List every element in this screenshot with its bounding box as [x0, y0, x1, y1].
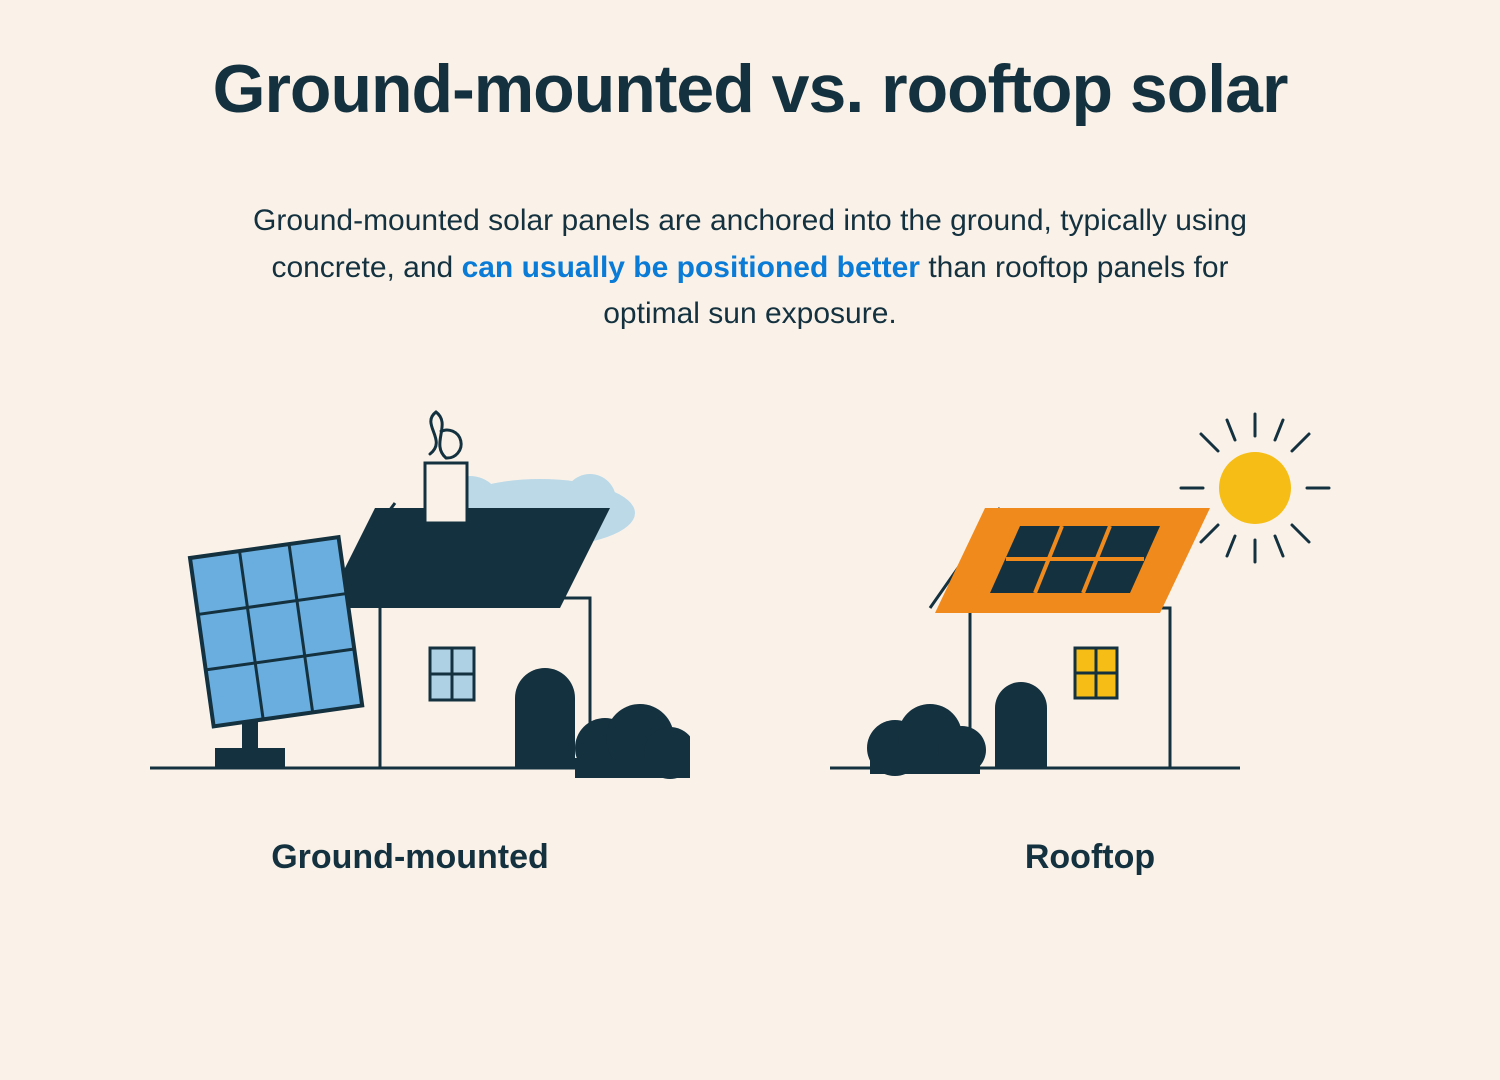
smoke-icon: [430, 412, 446, 458]
bush-icon: [575, 704, 690, 779]
rooftop-illustration: [810, 408, 1370, 808]
house-window: [1075, 648, 1117, 698]
illustration-row: Ground-mounted: [90, 408, 1410, 877]
ground-mounted-column: Ground-mounted: [130, 408, 690, 877]
house-door: [515, 668, 575, 768]
description-emphasis: can usually be positioned better: [462, 251, 920, 284]
ground-mounted-caption: Ground-mounted: [271, 838, 549, 877]
rooftop-caption: Rooftop: [1025, 838, 1155, 877]
chimney: [425, 463, 467, 523]
description: Ground-mounted solar panels are anchored…: [220, 198, 1280, 338]
rooftop-column: Rooftop: [810, 408, 1370, 877]
bush-icon: [867, 704, 986, 776]
page-title: Ground-mounted vs. rooftop solar: [90, 50, 1410, 128]
house-door: [995, 682, 1047, 768]
solar-panel-ground: [190, 537, 362, 768]
sun-icon: [1181, 414, 1329, 562]
house-window: [430, 648, 474, 700]
infographic-canvas: Ground-mounted vs. rooftop solar Ground-…: [0, 0, 1500, 1080]
ground-mounted-illustration: [130, 408, 690, 808]
